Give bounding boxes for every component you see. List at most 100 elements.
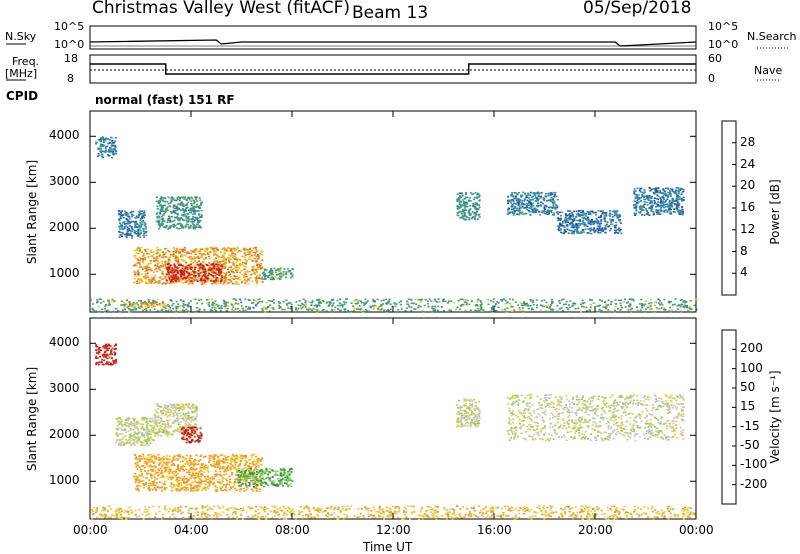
power-cell (634, 214, 637, 216)
velocity-cell (193, 409, 196, 412)
power-cell (573, 230, 575, 233)
power-cell (264, 268, 267, 271)
power-cell (412, 302, 415, 305)
power-cell (571, 223, 573, 225)
power-cell (339, 298, 342, 301)
power-cell (380, 304, 383, 306)
velocity-cell (181, 430, 184, 433)
power-cell (675, 203, 678, 206)
power-cell (343, 310, 346, 312)
power-cell (536, 205, 538, 207)
power-cell (142, 215, 145, 218)
power-cell (257, 255, 260, 257)
power-cell (193, 210, 196, 212)
velocity-cell (236, 465, 239, 468)
power-cell (177, 307, 180, 309)
power-cell (118, 236, 121, 238)
velocity-cell (116, 435, 119, 438)
power-cell (100, 143, 102, 145)
power-cell (618, 299, 621, 302)
power-cell (135, 233, 138, 235)
power-cell (190, 196, 193, 199)
power-cell (638, 197, 641, 199)
power-cell (234, 303, 236, 306)
power-cell (515, 199, 518, 202)
power-cell (228, 257, 230, 259)
power-cell (543, 299, 546, 301)
power-cell (526, 204, 529, 207)
power-cell (126, 219, 129, 221)
velocity-cell (101, 359, 103, 361)
power-cell (605, 306, 608, 308)
power-cell (563, 229, 566, 231)
power-cell (180, 270, 183, 272)
power-cell (598, 299, 601, 301)
velocity-cell (192, 429, 195, 431)
power-cell (328, 304, 331, 307)
velocity-cell (187, 440, 190, 443)
power-cell (121, 210, 124, 212)
velocity-cell (162, 430, 165, 432)
velocity-cell (256, 488, 259, 490)
power-cell (646, 195, 648, 197)
power-cell (607, 225, 610, 228)
power-cell (547, 192, 550, 195)
power-cell (149, 262, 152, 265)
power-cell (515, 203, 518, 205)
velocity-cell (104, 347, 107, 349)
power-cell (514, 195, 517, 198)
power-cell (226, 250, 228, 252)
power-cell (655, 211, 658, 214)
velocity-cell (159, 427, 162, 429)
power-cell (480, 301, 483, 303)
power-cell (177, 303, 180, 305)
power-cell (226, 247, 229, 250)
power-cell (573, 302, 576, 304)
power-cell (166, 273, 169, 276)
power-cell (669, 203, 672, 205)
velocity-cell (198, 437, 201, 439)
power-cell (558, 226, 560, 229)
power-cell (525, 202, 528, 205)
power-cell (531, 196, 533, 198)
power-cell (129, 303, 131, 306)
power-cell (469, 309, 472, 311)
velocity-cell (199, 440, 201, 442)
power-cell (310, 304, 313, 306)
power-cell (175, 227, 178, 229)
power-cell (268, 309, 271, 312)
power-cell (471, 193, 474, 195)
power-cell (574, 228, 576, 231)
power-cell (570, 221, 573, 224)
power-cell (529, 191, 532, 194)
power-cell (660, 192, 663, 194)
power-cell (234, 258, 237, 260)
power-cell (263, 274, 266, 276)
power-cell (465, 209, 468, 211)
velocity-cell (197, 438, 199, 441)
power-cell (398, 301, 401, 304)
power-cell (331, 305, 334, 307)
power-cell (215, 276, 217, 279)
power-cell (515, 207, 518, 209)
power-cell (448, 309, 451, 311)
power-cell (139, 251, 142, 253)
power-cell (282, 301, 285, 303)
power-cell (653, 311, 656, 313)
power-cell (552, 200, 555, 203)
power-cell (628, 298, 631, 300)
power-cell (222, 266, 225, 269)
power-cell (643, 195, 646, 198)
power-cell (121, 226, 124, 228)
velocity-cell (105, 344, 108, 347)
power-cell (615, 221, 618, 224)
power-cell (668, 210, 671, 212)
power-cell (176, 223, 179, 225)
power-cell (203, 283, 206, 285)
power-cell (507, 207, 510, 210)
velocity-cell (140, 441, 143, 443)
power-cell (146, 263, 149, 266)
velocity-cell (136, 432, 139, 435)
power-cell (161, 273, 164, 275)
power-cell (182, 272, 185, 275)
